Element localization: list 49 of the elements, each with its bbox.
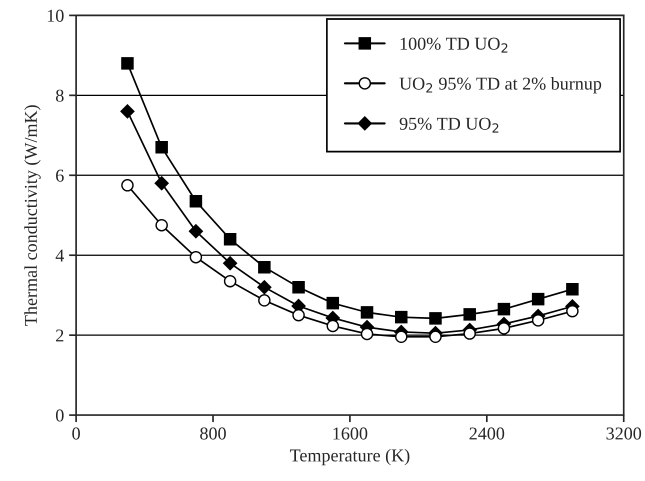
point [190, 250, 202, 264]
point [292, 280, 305, 294]
y-tick-label: 6 [56, 170, 64, 182]
x-tick-label: 2400 [470, 427, 504, 440]
point [257, 280, 272, 294]
point [258, 294, 271, 307]
y-tick-label: 8 [56, 90, 64, 102]
y-tick-label: 2 [56, 329, 64, 342]
point [155, 141, 168, 154]
y-tick-label: 4 [56, 250, 64, 262]
legend-label: 95% TD UO$_{2}$ [400, 118, 498, 133]
point [463, 308, 476, 321]
point [429, 330, 442, 344]
point [223, 256, 238, 270]
point [395, 330, 408, 344]
x-tick-label: 800 [200, 427, 226, 440]
point [155, 218, 168, 232]
x-tick-label: 1600 [333, 427, 368, 440]
y-axis-title: Thermal conductivity (W/mK) [24, 105, 41, 326]
point [326, 320, 340, 332]
point [360, 306, 374, 319]
point [121, 179, 134, 192]
point [292, 308, 305, 322]
y-tick-label: 10 [48, 10, 64, 22]
point [532, 314, 544, 327]
y-tick-label: 0 [56, 409, 64, 422]
legend-label: 100% TD UO$_{2}$ [400, 38, 508, 53]
point [188, 224, 203, 238]
point [360, 328, 374, 340]
x-axis-title: Temperature (K) [290, 448, 410, 466]
point [121, 57, 134, 70]
point [463, 327, 476, 340]
legend-label: UO$_{2}$ 95% TD at 2% burnup [399, 77, 602, 94]
point [566, 282, 579, 296]
point [395, 310, 408, 324]
point [224, 232, 236, 246]
x-tick-label: 0 [72, 427, 80, 440]
point [258, 260, 271, 274]
point [120, 104, 135, 118]
point [532, 292, 544, 306]
point [154, 176, 169, 190]
point [498, 322, 510, 335]
point [429, 312, 442, 325]
point [224, 274, 236, 288]
x-tick-label: 3200 [606, 427, 642, 440]
point [566, 304, 579, 318]
point [326, 296, 340, 310]
point [190, 195, 202, 208]
point [498, 302, 510, 316]
